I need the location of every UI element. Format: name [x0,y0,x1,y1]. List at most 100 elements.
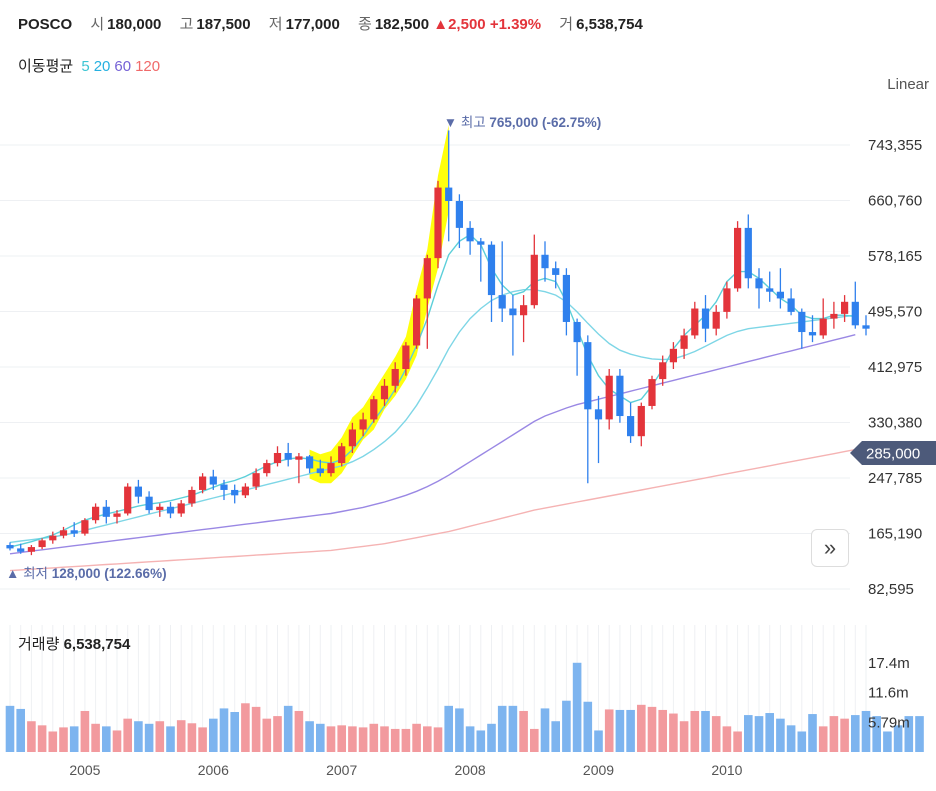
high-value: 187,500 [196,16,251,33]
candle-body [808,332,817,336]
volume-bar [754,716,764,752]
x-tick-label: 2006 [198,762,229,778]
volume-bar [872,716,881,752]
volume-bar [615,709,625,752]
candle-body [755,278,763,289]
candle-body [573,321,581,343]
scroll-right-button[interactable]: » [811,529,849,567]
candle-body [166,506,175,514]
candle-body [487,244,496,296]
volume-bar [5,705,15,752]
candle-body [348,429,356,447]
min-percent: (122.66%) [104,566,166,581]
candle-body [445,187,453,202]
volume-bar [209,718,218,752]
ma20-line [9,289,856,544]
candle-body [124,486,132,514]
volume-bar [722,726,732,752]
candle-body [241,486,249,496]
moving-average-legend[interactable]: 이동평균 5 20 60 120 [18,55,164,76]
candle-body [605,375,613,420]
volume-bar [380,726,389,752]
candle-body [830,313,838,319]
low-label: 저 [268,16,283,33]
candle-body [627,416,635,437]
min-value: 128,000 [52,566,105,581]
volume-bar [626,709,635,752]
y-tick-label: 247,785 [868,470,922,487]
volume-bar [112,730,122,752]
x-tick-label: 2008 [455,762,486,778]
scale-toggle[interactable]: Linear [887,76,929,93]
x-tick-label: 2007 [326,762,357,778]
volume-bar [840,718,849,752]
volume-bar [251,706,261,752]
candle-body [6,545,14,549]
candle-body [17,548,25,552]
candle-body [616,375,624,417]
candle-body [380,385,389,400]
double-chevron-right-icon: » [823,535,837,560]
candle-body [701,308,710,329]
y-tick-label: 330,380 [868,415,922,432]
volume-bar [487,723,496,752]
candle-body [455,201,463,228]
volume-bar [358,727,368,752]
volume-bar [48,731,58,752]
candle-body [134,486,142,497]
volume-bar [273,716,282,752]
volume-panel-value: 6,538,754 [63,636,131,653]
candle-body [49,535,57,541]
volume-bar [530,728,539,752]
candle-body [498,295,506,309]
candle-body [541,254,549,269]
candle-body [327,463,335,474]
candle-body [744,227,752,279]
volume-panel-header: 거래량 6,538,754 [18,633,130,654]
max-percent: (-62.75%) [542,115,601,130]
close-label: 종 [358,16,372,33]
candle-body [306,456,314,469]
candle-body [231,489,239,496]
volume-bar [465,726,475,752]
volume-bar [219,708,229,752]
candle-body [841,301,849,314]
candle-body [113,513,121,517]
volume-bar [818,726,828,752]
volume-bar [16,708,25,752]
volume-bar [433,727,443,752]
candle-body [798,311,806,333]
candle-body [552,268,560,275]
volume-bar [423,726,432,752]
rally-highlight [309,125,449,484]
volume-bar [497,705,507,752]
candle-body [680,335,688,349]
candle-body [712,311,720,329]
volume-bar [744,715,753,752]
volume-bar [230,712,239,752]
y-tick-label: 495,570 [868,304,922,321]
volume-bar [658,709,667,752]
volume-bar [337,725,346,752]
ma60-line [9,334,856,555]
candle-body [669,348,677,363]
volume-bar [305,721,314,752]
volume-bar [883,731,892,752]
candle-body [391,368,399,386]
volume-tick-label: 17.4m [868,655,910,672]
volume-bar [455,708,464,752]
volume-bar [519,710,528,752]
min-annotation: ▲ 최저 128,000 (122.66%) [6,566,167,581]
open-value: 180,000 [107,16,162,33]
candle-body [38,540,46,548]
max-annotation: ▼ 최고 765,000 (-62.75%) [444,115,602,130]
candle-body [359,419,367,430]
volume-bar [583,701,593,752]
candle-body [530,254,538,306]
candle-body [766,288,774,292]
candle-body [466,227,474,242]
volume-label: 거 [559,16,574,33]
candle-body [70,530,78,534]
volume-bar [776,718,785,752]
